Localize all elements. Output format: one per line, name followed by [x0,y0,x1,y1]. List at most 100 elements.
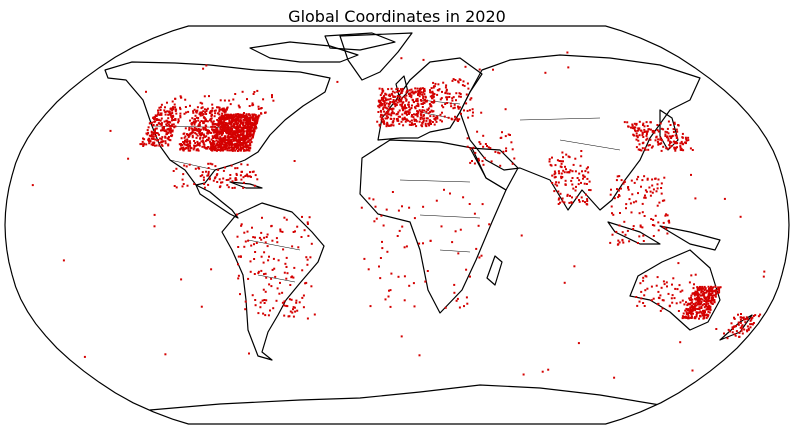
scatter-point [442,81,445,84]
scatter-point [172,107,175,109]
scatter-point [151,144,154,147]
scatter-point [670,297,673,300]
scatter-point [272,99,275,102]
scatter-point [235,134,238,137]
scatter-point [200,120,203,122]
scatter-point [388,124,391,127]
scatter-point [166,137,169,140]
scatter-point [221,142,224,145]
scatter-point [630,179,633,182]
scatter-point [197,166,200,169]
scatter-point [211,107,214,110]
scatter-point [628,198,631,201]
scatter-point [446,98,448,101]
scatter-point [668,221,671,224]
scatter-point [642,234,645,237]
scatter-point [631,124,634,127]
scatter-point [236,235,239,238]
scatter-point [401,107,404,110]
scatter-point [219,99,222,102]
scatter-point [644,289,647,292]
scatter-point [443,188,445,191]
scatter-point [228,147,231,149]
scatter-point [688,297,691,300]
scatter-point [217,168,220,171]
scatter-point [638,300,641,303]
scatter-point [171,124,174,127]
scatter-point [571,183,574,186]
scatter-point [415,120,418,123]
scatter-point [372,198,375,201]
scatter-point [414,118,417,121]
scatter-point [505,147,508,150]
scatter-point [418,354,421,357]
scatter-point [181,185,184,188]
scatter-point [420,102,423,105]
scatter-point [481,160,484,163]
scatter-point [582,174,585,177]
scatter-point [429,111,432,113]
scatter-point [198,142,201,145]
scatter-point [631,123,634,126]
scatter-point [218,117,221,120]
scatter-point [237,113,239,116]
scatter-point [218,106,221,109]
scatter-point [639,129,642,132]
scatter-point [589,189,592,192]
scatter-point [657,229,660,232]
scatter-point [452,96,455,99]
scatter-point [391,191,394,193]
scatter-point [489,147,492,150]
scatter-point [645,133,648,135]
scatter-point [180,143,183,145]
scatter-point [635,200,638,203]
scatter-point [400,98,403,101]
scatter-point [241,126,244,129]
scatter-point [208,95,210,98]
scatter-point [570,179,573,182]
scatter-point [439,113,442,116]
scatter-point [217,143,220,146]
scatter-point [641,147,644,150]
scatter-point [229,113,232,116]
scatter-point [630,211,633,214]
scatter-point [458,78,461,81]
scatter-point [673,123,676,125]
scatter-point [430,101,433,103]
scatter-point [703,291,706,294]
scatter-point [711,298,714,301]
scatter-point [387,88,390,91]
scatter-point [251,126,254,129]
scatter-point [685,313,688,315]
scatter-point [436,93,439,96]
scatter-point [218,110,221,113]
scatter-point [696,299,699,302]
scatter-point [466,302,469,305]
scatter-point [288,315,291,318]
scatter-point [200,140,203,143]
scatter-point [434,82,437,85]
scatter-point [691,309,694,312]
scatter-point [218,138,221,141]
scatter-point [751,323,754,326]
scatter-point [157,118,160,121]
scatter-point [257,312,260,315]
scatter-point [656,124,659,126]
scatter-point [743,318,745,321]
scatter-point [246,123,249,126]
scatter-point [246,132,249,135]
scatter-point [156,132,159,135]
scatter-point [698,317,700,320]
scatter-point [402,109,404,112]
scatter-point [396,235,399,237]
scatter-point [644,274,647,277]
scatter-point [242,176,245,179]
scatter-point [457,106,460,109]
scatter-point [657,138,660,141]
scatter-point [210,120,213,123]
scatter-point [248,126,251,129]
scatter-point [234,119,237,122]
scatter-point [220,128,223,131]
scatter-point [393,112,395,115]
scatter-point [423,93,426,96]
